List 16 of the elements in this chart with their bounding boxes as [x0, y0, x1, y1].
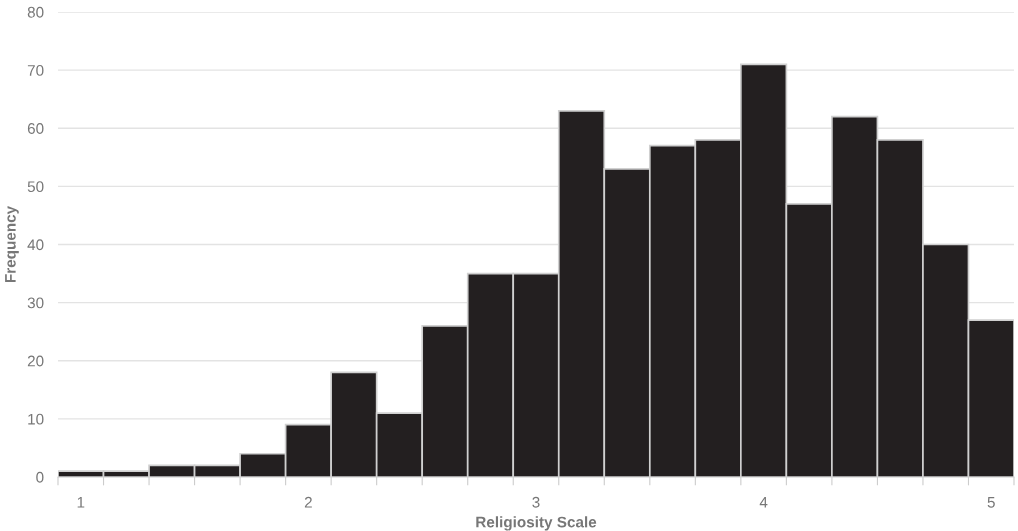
- y-tick-label: 80: [27, 6, 44, 18]
- y-tick-label: 30: [27, 297, 44, 309]
- y-tick-label: 20: [27, 355, 44, 367]
- x-tick-label: 1: [77, 497, 85, 508]
- y-tick-label: 10: [28, 413, 44, 425]
- x-tick-label: 3: [532, 496, 540, 508]
- y-tick-label: 50: [27, 181, 44, 193]
- x-axis-title: Religiosity Scale: [476, 516, 597, 531]
- x-tick-label: 4: [759, 497, 768, 508]
- x-tick-label: 2: [304, 496, 312, 508]
- y-tick-label: 60: [27, 123, 44, 134]
- x-tick-label: 5: [987, 497, 995, 508]
- y-tick-label: 70: [27, 64, 44, 76]
- y-axis-title: Frequency: [5, 205, 19, 283]
- y-tick-label: 0: [36, 471, 44, 483]
- y-tick-label: 40: [27, 239, 44, 251]
